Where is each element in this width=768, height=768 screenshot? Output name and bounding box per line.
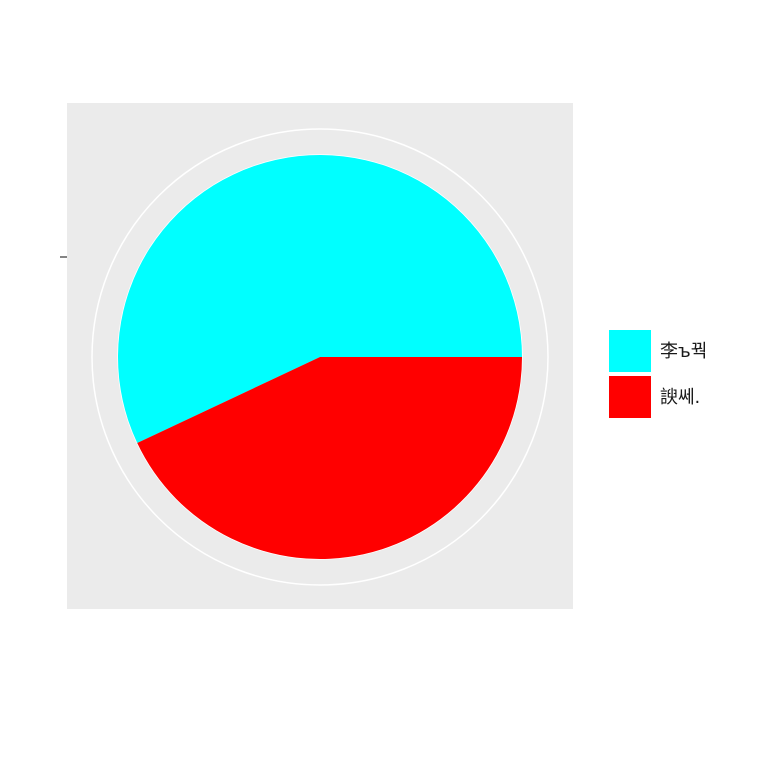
legend-key-2 — [609, 376, 651, 418]
legend: 李ъ꿕 諛쎄. — [609, 330, 707, 418]
grid-circle-outer — [91, 128, 549, 586]
legend-label-1: 李ъ꿕 — [660, 341, 707, 362]
legend-key-1 — [609, 330, 651, 372]
legend-label-2: 諛쎄. — [660, 387, 700, 408]
pie-slice-1 — [117, 155, 522, 444]
pie-slice-2 — [137, 357, 523, 559]
pie-slices — [117, 155, 523, 559]
